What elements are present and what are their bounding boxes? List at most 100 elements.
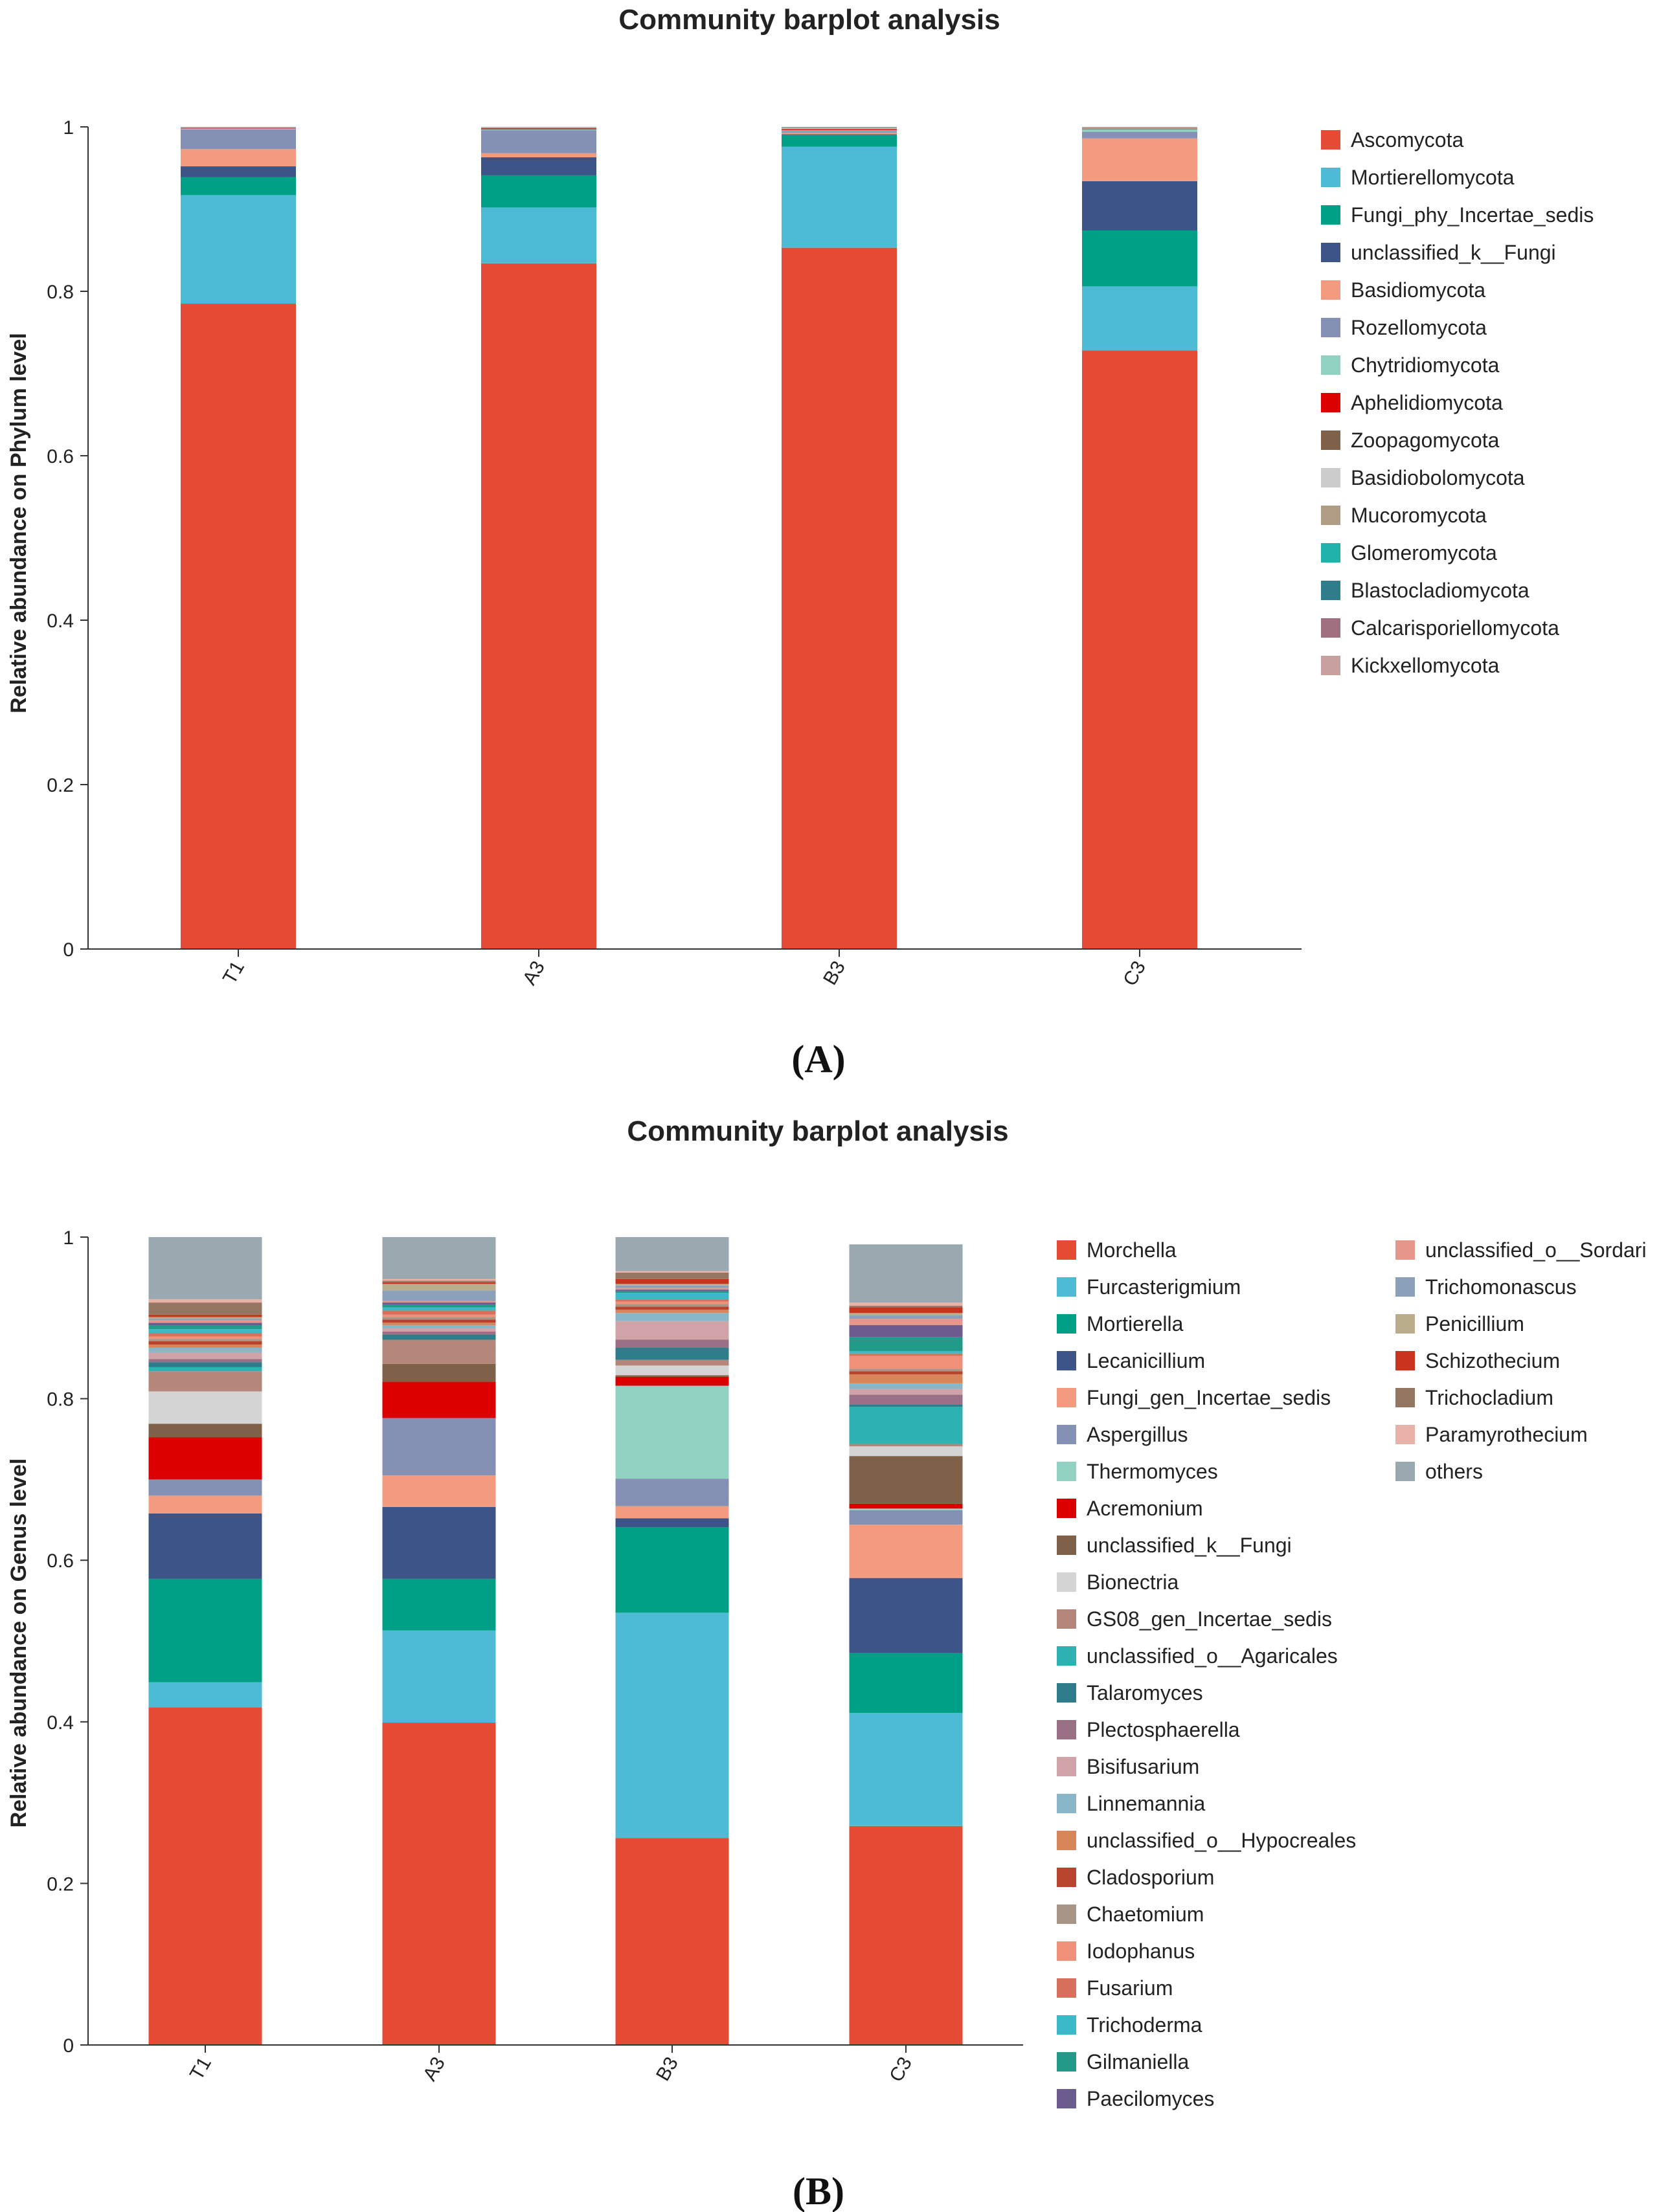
chart-b-bar-a3-others xyxy=(382,1237,496,1279)
chart-b-legend-item-gs08-gen-incertae-sedis: GS08_gen_Incertae_sedis xyxy=(1057,1607,1332,1631)
chart-b-legend-label: Trichocladium xyxy=(1425,1386,1553,1409)
chart-b-bar-a3-unclassified-o-hypocreales xyxy=(382,1323,496,1326)
chart-b-bar-t1-plectosphaerella xyxy=(148,1359,262,1363)
chart-b-legend-swatch xyxy=(1057,1314,1076,1334)
chart-b-bar-t1-gs08-gen-incertae-sedis xyxy=(148,1371,262,1392)
chart-b-legend-label: Penicillium xyxy=(1425,1312,1524,1335)
chart-b-legend-label: Mortierella xyxy=(1087,1312,1184,1335)
chart-a-bar-a3-zoopagomycota xyxy=(481,128,596,129)
chart-b-bar-a3-plectosphaerella xyxy=(382,1332,496,1335)
chart-b-bar-a3-unclassified-k-fungi xyxy=(382,1363,496,1382)
chart-b-bar-c3-paecilomyces xyxy=(849,1325,963,1337)
chart-b-bar-b3-iodophanus xyxy=(615,1301,729,1304)
chart-b-bar-b3-trichoderma xyxy=(615,1293,729,1300)
chart-b-bar-b3-gilmaniella xyxy=(615,1291,729,1293)
chart-b-bar-c3-mortierella xyxy=(849,1653,963,1714)
chart-b-legend-label: Gilmaniella xyxy=(1087,2050,1189,2073)
chart-b-bar-c3-furcasterigmium xyxy=(849,1713,963,1826)
chart-b-bar-t1-trichocladium xyxy=(148,1302,262,1315)
chart-a-bar-a3-fungi-phy-incertae-sedis xyxy=(481,175,596,208)
chart-b-bar-t1-fusarium xyxy=(148,1333,262,1337)
chart-b-bar-a3-iodophanus xyxy=(382,1314,496,1317)
chart-a-legend-label: Basidiobolomycota xyxy=(1351,466,1525,489)
chart-b-bar-b3-unclassified-k-fungi xyxy=(615,1375,729,1377)
chart-a-bar-b3-aphelidiomycota xyxy=(782,129,897,131)
chart-b-bar-c3-chaetomium xyxy=(849,1369,963,1372)
chart-b-x-tick-label-t1: T1 xyxy=(186,2053,216,2084)
chart-a-legend-swatch xyxy=(1321,205,1340,225)
chart-a-bar-t1-rozellomycota xyxy=(181,129,296,150)
chart-b-bar-b3-linnemannia xyxy=(615,1313,729,1321)
chart-b-legend-label: Aspergillus xyxy=(1087,1423,1188,1446)
chart-a-x-tick-label-c3: C3 xyxy=(1119,957,1150,990)
chart-b-legend-item-iodophanus: Iodophanus xyxy=(1057,1939,1195,1963)
chart-a-legend-label: Chytridiomycota xyxy=(1351,353,1500,377)
chart-b-legend-label: unclassified_o__Sordari xyxy=(1425,1238,1647,1262)
chart-a-x-tick-label-t1: T1 xyxy=(219,957,249,988)
chart-b-legend-item-fusarium: Fusarium xyxy=(1057,1976,1173,2000)
chart-b-bar-b3-unclassified-o-hypocreales xyxy=(615,1310,729,1313)
chart-a-legend-item-ascomycota: Ascomycota xyxy=(1321,128,1463,151)
chart-b-bar-a3-mortierella xyxy=(382,1578,496,1631)
chart-a-bar-a3-ascomycota xyxy=(481,263,596,949)
chart-b-bar-c3-unclassified-k-fungi xyxy=(849,1456,963,1504)
chart-b-bar-t1-unclassified-o-agaricales xyxy=(148,1367,262,1372)
chart-a-legend-item-rozellomycota: Rozellomycota xyxy=(1321,316,1487,339)
panel-b-label: (B) xyxy=(793,2170,844,2212)
chart-b-bar-a3-morchella xyxy=(382,1723,496,2045)
chart-b-legend-label: Fungi_gen_Incertae_sedis xyxy=(1087,1386,1331,1409)
chart-a-legend-item-zoopagomycota: Zoopagomycota xyxy=(1321,429,1500,452)
chart-a-legend-label: Aphelidiomycota xyxy=(1351,391,1503,414)
chart-b-legend-swatch xyxy=(1395,1462,1415,1481)
chart-b-legend-swatch xyxy=(1057,1905,1076,1924)
chart-b-x-tick-label-c3: C3 xyxy=(885,2053,916,2086)
chart-b-legend-item-lecanicillium: Lecanicillium xyxy=(1057,1349,1205,1372)
chart-b-legend-item-paramyrothecium: Paramyrothecium xyxy=(1395,1423,1588,1446)
chart-b-legend-label: Talaromyces xyxy=(1087,1681,1203,1704)
chart-b-y-tick-label: 0.6 xyxy=(47,1550,74,1572)
chart-a-legend-swatch xyxy=(1321,130,1340,150)
chart-b-legend-swatch xyxy=(1057,1941,1076,1961)
chart-a-y-tick-label: 0.2 xyxy=(47,775,74,796)
chart-b-bar-a3-penicillium xyxy=(382,1284,496,1291)
chart-a-legend: Ascomycota Mortierellomycota Fungi_phy_Inc… xyxy=(1321,128,1594,677)
chart-b-legend-label: Trichomonascus xyxy=(1425,1275,1577,1299)
chart-a-bar-a3-rozellomycota xyxy=(481,130,596,153)
chart-b-legend-item-schizothecium: Schizothecium xyxy=(1395,1349,1560,1372)
chart-b-bar-c3-fungi-gen-incertae-sedis xyxy=(849,1525,963,1578)
chart-b-bar-a3-chaetomium xyxy=(382,1317,496,1320)
chart-b-bar-b3-bionectria xyxy=(615,1365,729,1376)
chart-b-bar-c3-others xyxy=(849,1244,963,1303)
chart-a-bar-a3-chytridiomycota xyxy=(481,129,596,131)
chart-a-bar-b3-kickxellomycota xyxy=(782,127,897,128)
chart-b-legend-swatch xyxy=(1395,1425,1415,1444)
chart-b-bar-t1-bionectria xyxy=(148,1391,262,1424)
chart-a-legend-swatch xyxy=(1321,168,1340,187)
chart-b-bar-t1-mortierella xyxy=(148,1578,262,1682)
chart-b-legend-item-unclassified-o-agaricales: unclassified_o__Agaricales xyxy=(1057,1644,1338,1668)
chart-b-bar-c3-gilmaniella xyxy=(849,1337,963,1351)
chart-b-legend-swatch xyxy=(1395,1277,1415,1297)
chart-a-legend-item-mortierellomycota: Mortierellomycota xyxy=(1321,166,1515,189)
chart-a-legend-item-calcarisporiellomycota: Calcarisporiellomycota xyxy=(1321,616,1559,640)
chart-b-legend-label: Schizothecium xyxy=(1425,1349,1560,1372)
chart-b-bar-t1-linnemannia xyxy=(148,1347,262,1353)
chart-a-y-tick-label: 0.6 xyxy=(47,446,74,467)
chart-b-legend-label: Bisifusarium xyxy=(1087,1755,1199,1778)
chart-a-bar-c3-mortierellomycota xyxy=(1082,286,1197,351)
chart-b-bar-t1-trichomonascus xyxy=(148,1319,262,1321)
chart-b-legend-label: Lecanicillium xyxy=(1087,1349,1205,1372)
chart-b-legend-label: Trichoderma xyxy=(1087,2013,1202,2037)
chart-a-legend-swatch xyxy=(1321,506,1340,525)
chart-b-legend-item-cladosporium: Cladosporium xyxy=(1057,1866,1214,1889)
chart-a-bar-t1-basidiomycota xyxy=(181,149,296,166)
chart-a-bar-b3-ascomycota xyxy=(782,247,897,950)
chart-b-ylabel: Relative abundance on Genus level xyxy=(6,1458,31,1828)
chart-b-bar-a3-unclassified-o-sordari xyxy=(382,1301,496,1303)
chart-a-legend-label: Blastocladiomycota xyxy=(1351,579,1529,602)
chart-a-bar-a3-unclassified-k-fungi xyxy=(481,157,596,175)
chart-b-bar-b3-mortierella xyxy=(615,1527,729,1613)
chart-a-legend-swatch xyxy=(1321,656,1340,675)
chart-b-bar-b3-bisifusarium xyxy=(615,1321,729,1340)
chart-b-legend-item-trichocladium: Trichocladium xyxy=(1395,1386,1553,1409)
